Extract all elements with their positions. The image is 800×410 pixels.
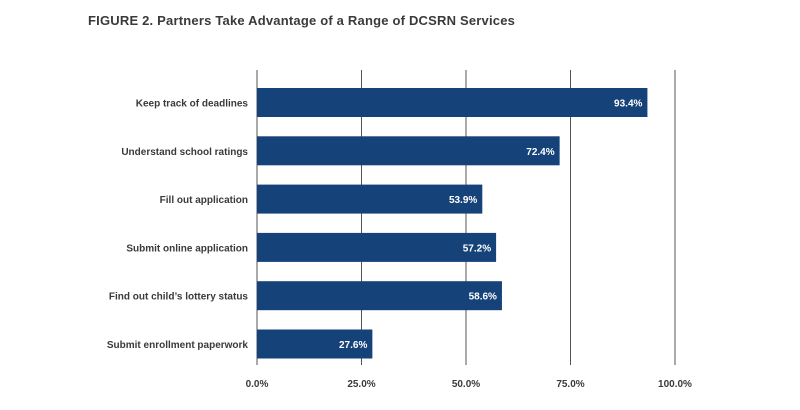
bar-1	[257, 136, 560, 166]
x-tick-label-4: 100.0%	[658, 379, 692, 390]
value-label-3: 57.2%	[463, 243, 491, 254]
category-label-1: Understand school ratings	[121, 147, 248, 158]
category-label-0: Keep track of deadlines	[136, 99, 249, 110]
bar-4	[257, 281, 502, 311]
bar-3	[257, 232, 497, 262]
category-label-3: Submit online application	[126, 243, 248, 254]
value-label-2: 53.9%	[449, 195, 477, 206]
value-label-4: 58.6%	[469, 292, 497, 303]
x-tick-label-2: 50.0%	[452, 379, 480, 390]
category-label-2: Fill out application	[160, 195, 248, 206]
bar-5	[257, 329, 373, 359]
bar-0	[257, 88, 648, 117]
value-label-1: 72.4%	[526, 147, 554, 158]
chart-title: FIGURE 2. Partners Take Advantage of a R…	[88, 13, 516, 28]
x-tick-label-0: 0.0%	[246, 379, 269, 390]
x-tick-label-3: 75.0%	[556, 379, 584, 390]
category-label-5: Submit enrollment paperwork	[107, 340, 249, 351]
bar-2	[257, 184, 483, 214]
value-label-0: 93.4%	[614, 99, 642, 110]
x-tick-label-1: 25.0%	[347, 379, 375, 390]
value-label-5: 27.6%	[339, 340, 367, 351]
category-label-4: Find out child’s lottery status	[109, 292, 249, 303]
